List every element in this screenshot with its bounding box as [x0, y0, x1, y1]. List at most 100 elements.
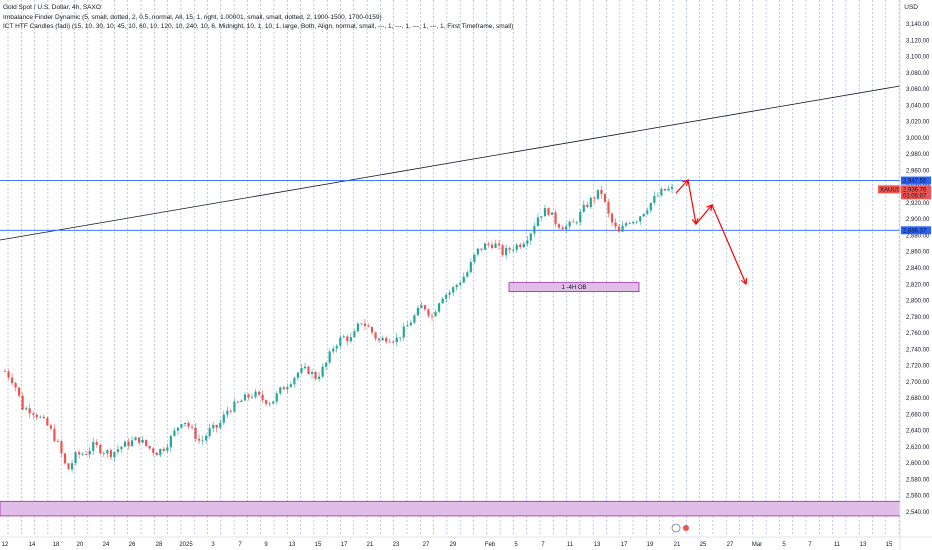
candle-body[interactable] [254, 391, 257, 398]
candle-body[interactable] [568, 221, 571, 227]
candle-body[interactable] [526, 240, 529, 244]
candle-body[interactable] [363, 323, 367, 326]
candle-body[interactable] [628, 223, 631, 224]
candle-body[interactable] [226, 410, 229, 415]
candle-body[interactable] [106, 450, 109, 454]
candle-body[interactable] [81, 454, 84, 455]
candle-body[interactable] [247, 394, 250, 398]
candle-body[interactable] [46, 418, 49, 426]
candle-body[interactable] [603, 194, 607, 202]
candle-body[interactable] [215, 424, 218, 428]
candle-body[interactable] [229, 410, 232, 412]
candle-body[interactable] [183, 422, 187, 425]
candle-body[interactable] [120, 446, 123, 450]
candle-body[interactable] [646, 210, 649, 214]
replay-icon[interactable] [671, 523, 681, 533]
candle-body[interactable] [141, 439, 144, 443]
candle-body[interactable] [554, 212, 557, 225]
candle-body[interactable] [533, 226, 536, 234]
candle-body[interactable] [134, 437, 137, 441]
candle-body[interactable] [600, 189, 603, 195]
candle-body[interactable] [445, 294, 448, 299]
candle-body[interactable] [360, 323, 363, 325]
candle-body[interactable] [250, 397, 254, 398]
candle-body[interactable] [593, 197, 596, 199]
candle-body[interactable] [388, 341, 391, 343]
candle-body[interactable] [212, 424, 215, 429]
candle-body[interactable] [437, 303, 441, 312]
candle-body[interactable] [455, 284, 458, 288]
candle-body[interactable] [660, 188, 663, 196]
candle-body[interactable] [180, 424, 183, 428]
candle-body[interactable] [187, 422, 190, 427]
candle-body[interactable] [138, 437, 141, 443]
candle-body[interactable] [565, 226, 568, 230]
candle-body[interactable] [575, 222, 578, 224]
candle-body[interactable] [381, 337, 384, 341]
candle-body[interactable] [529, 233, 532, 241]
candle-body[interactable] [169, 435, 172, 448]
candle-body[interactable] [310, 372, 314, 375]
candle-body[interactable] [88, 450, 91, 455]
candle-body[interactable] [152, 448, 155, 453]
candle-body[interactable] [494, 243, 497, 248]
candle-body[interactable] [243, 394, 247, 401]
candle-body[interactable] [452, 287, 455, 293]
candle-body[interactable] [286, 386, 289, 390]
candle-body[interactable] [49, 425, 52, 429]
candle-body[interactable] [508, 248, 511, 250]
candle-body[interactable] [25, 408, 28, 410]
order-block-box[interactable] [508, 282, 640, 292]
candle-body[interactable] [423, 305, 427, 310]
candle-body[interactable] [392, 341, 395, 343]
candle-body[interactable] [317, 376, 321, 379]
candle-body[interactable] [78, 452, 81, 455]
candle-body[interactable] [198, 438, 201, 441]
candle-body[interactable] [512, 249, 515, 251]
candle-body[interactable] [85, 454, 88, 455]
candle-body[interactable] [649, 202, 652, 211]
candle-body[interactable] [74, 452, 77, 464]
candle-body[interactable] [173, 430, 176, 436]
candle-body[interactable] [543, 208, 547, 217]
candle-body[interactable] [130, 440, 134, 447]
candle-body[interactable] [145, 439, 148, 446]
candle-body[interactable] [303, 366, 307, 369]
candle-body[interactable] [635, 221, 638, 223]
candle-body[interactable] [374, 332, 377, 339]
candle-body[interactable] [148, 445, 151, 449]
indicator-legend-imbalance[interactable]: Imbalance Finder Dynamic (5, small, dott… [3, 14, 382, 21]
candle-body[interactable] [490, 244, 494, 248]
candle-body[interactable] [607, 201, 610, 214]
candle-body[interactable] [314, 372, 317, 379]
candle-body[interactable] [208, 428, 211, 436]
candle-body[interactable] [307, 366, 310, 375]
indicator-legend-htf-candles[interactable]: ICT HTF Candles (fadi) (15, 10, 30, 10, … [3, 23, 514, 30]
candle-body[interactable] [328, 351, 331, 363]
candle-body[interactable] [205, 435, 208, 441]
candle-body[interactable] [257, 391, 261, 395]
candle-body[interactable] [572, 221, 575, 223]
candle-body[interactable] [480, 248, 483, 250]
candle-body[interactable] [473, 254, 476, 263]
candle-body[interactable] [413, 315, 416, 323]
candle-body[interactable] [487, 243, 490, 245]
candle-body[interactable] [190, 426, 194, 428]
candle-body[interactable] [550, 212, 554, 215]
candle-body[interactable] [409, 322, 412, 326]
candle-body[interactable] [370, 327, 374, 333]
candle-body[interactable] [582, 204, 585, 212]
candle-body[interactable] [127, 441, 130, 447]
candle-body[interactable] [265, 400, 268, 404]
candle-body[interactable] [579, 211, 582, 223]
candle-body[interactable] [70, 463, 74, 470]
candle-body[interactable] [614, 222, 617, 227]
candle-body[interactable] [113, 451, 116, 458]
candle-body[interactable] [667, 188, 670, 191]
candle-body[interactable] [430, 315, 434, 317]
candle-body[interactable] [21, 395, 24, 410]
candle-body[interactable] [14, 383, 17, 388]
candle-body[interactable] [501, 245, 504, 256]
candle-body[interactable] [92, 442, 95, 451]
